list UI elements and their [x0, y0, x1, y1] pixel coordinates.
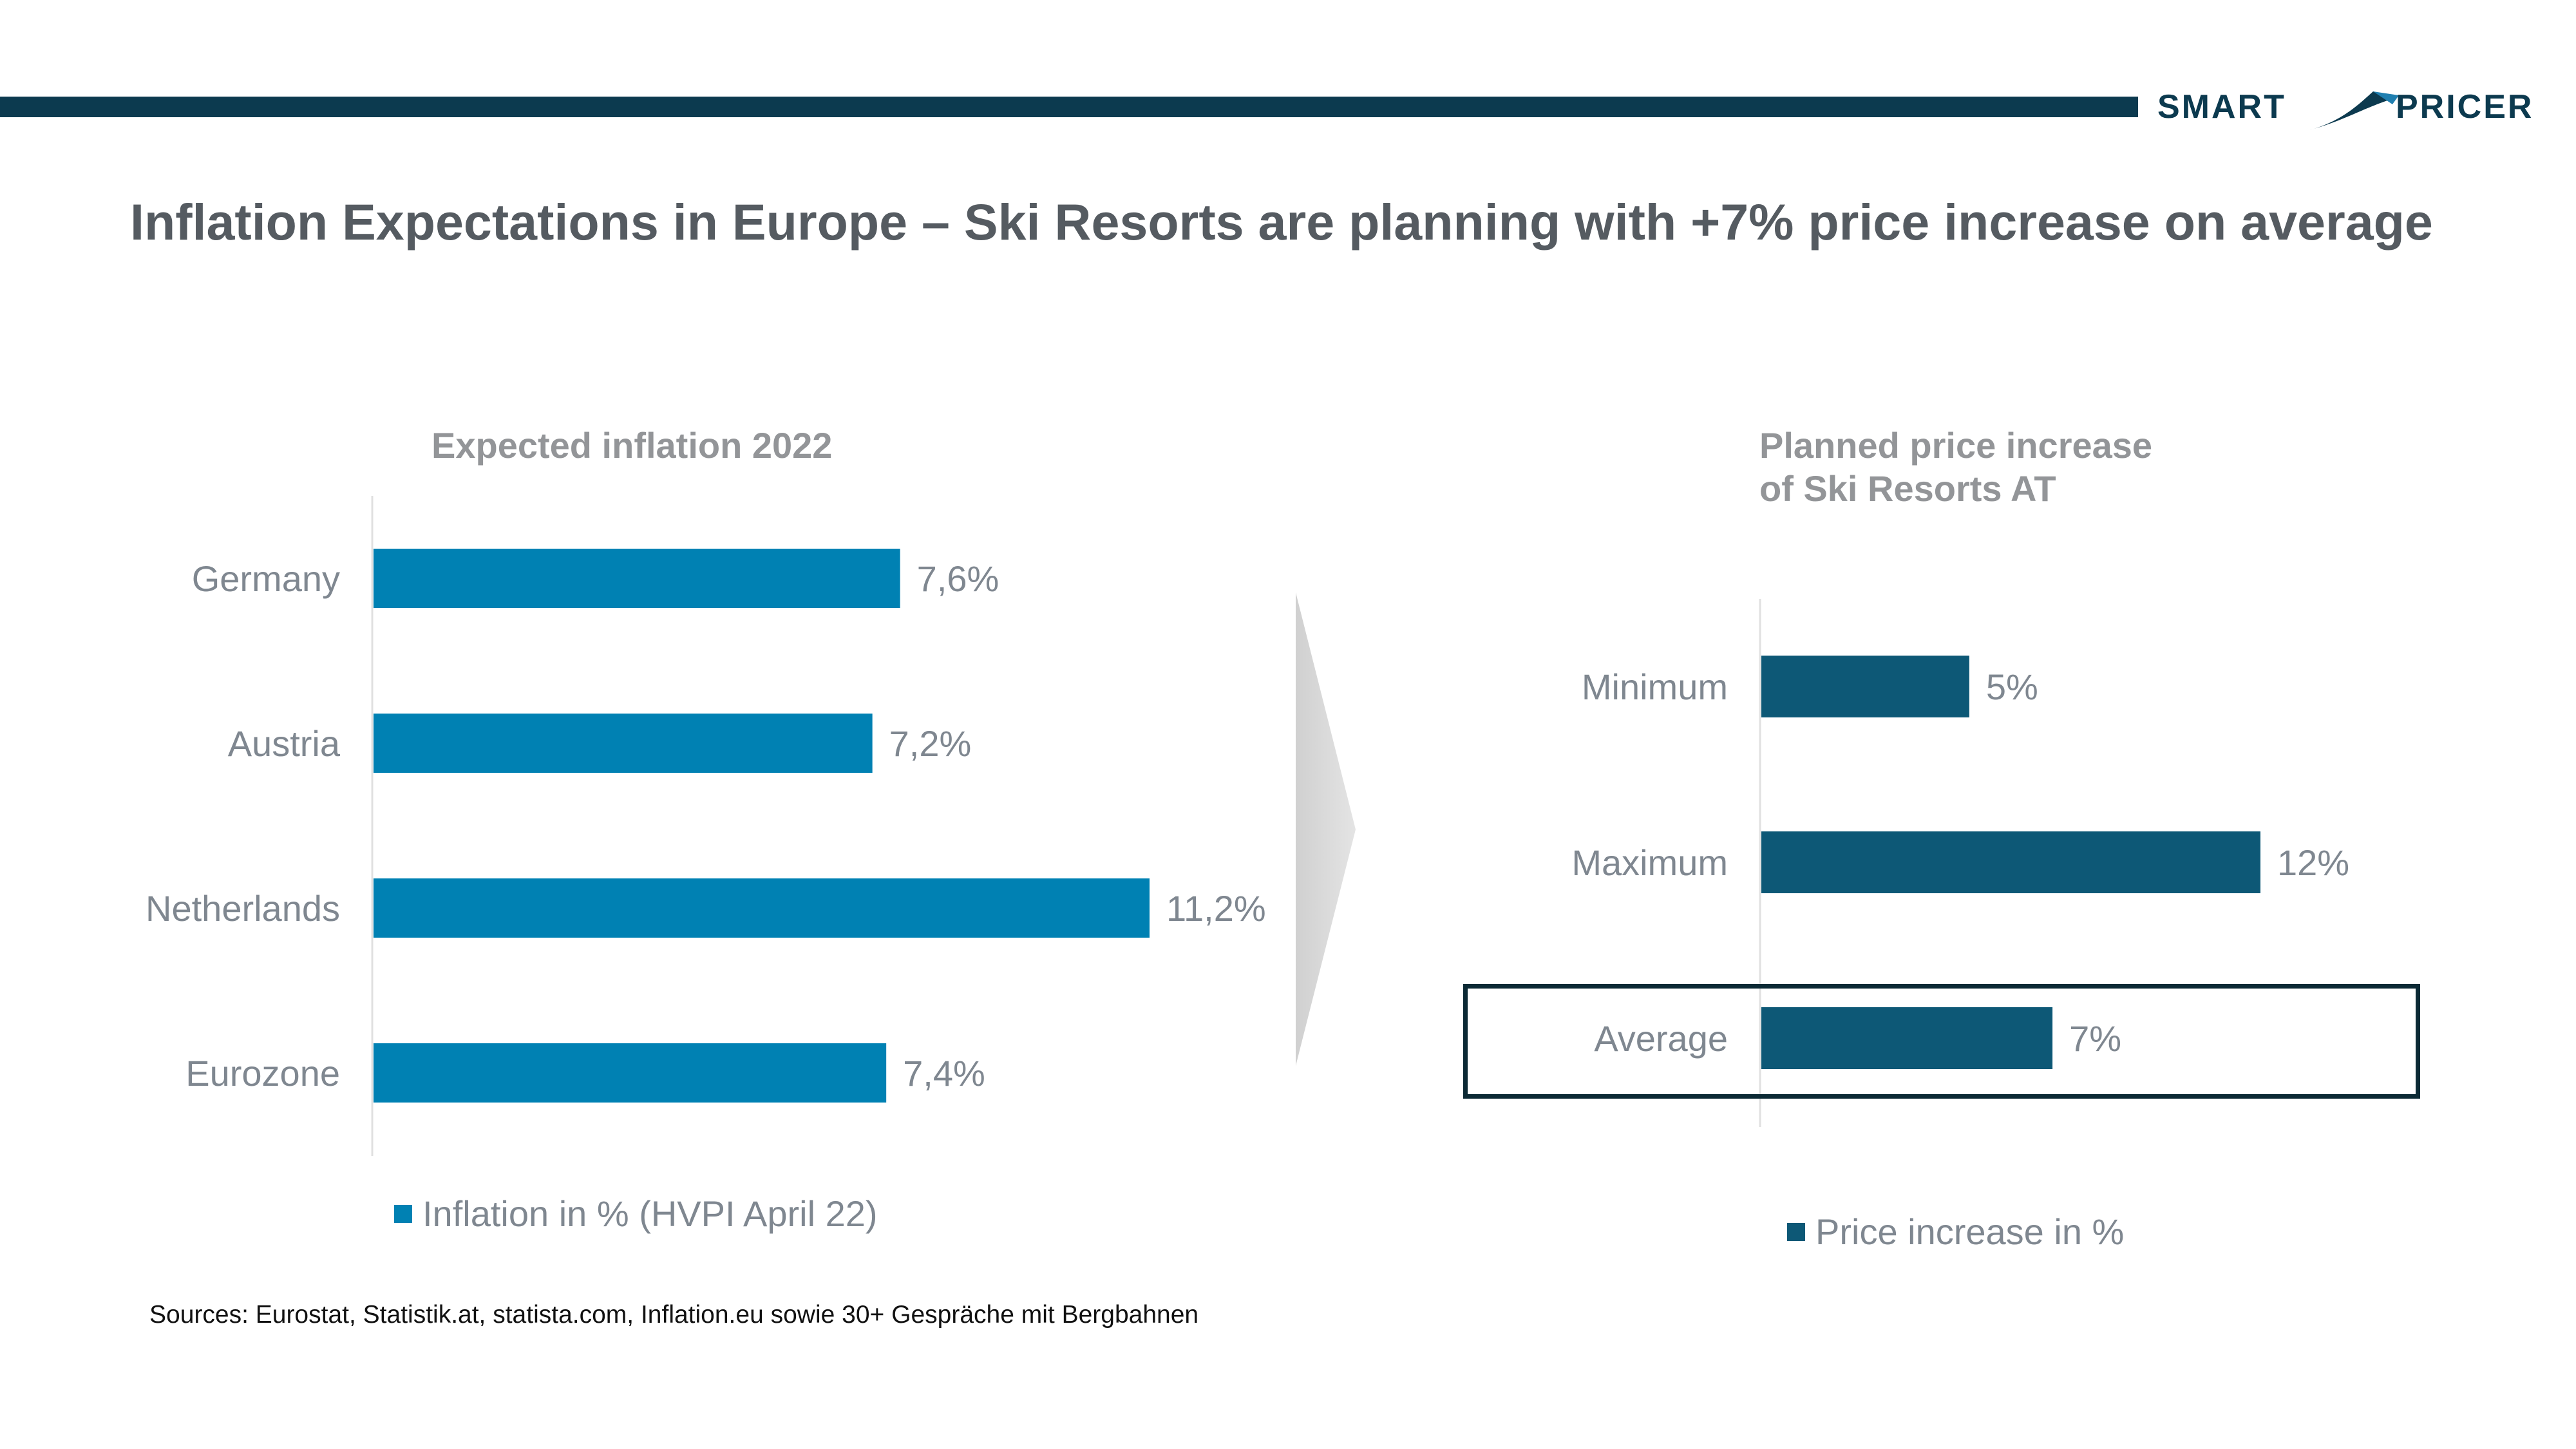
c2-category-minimum: Minimum [1582, 667, 1728, 707]
chart2-title-line-1: Planned price increase [1759, 425, 2153, 466]
c1-category-netherlands: Netherlands [146, 888, 340, 929]
chart1-bars [374, 549, 1150, 1103]
average-highlight-box [1463, 984, 2420, 1099]
chart2-title: Planned price increase of Ski Resorts AT [1759, 424, 2152, 510]
c1-bar-germany [374, 549, 900, 608]
header-bar [0, 97, 2138, 117]
swoosh-icon [2309, 91, 2399, 130]
c2-bar-maximum [1761, 831, 2260, 893]
c2-category-maximum: Maximum [1571, 842, 1728, 883]
chart2-title-line-2: of Ski Resorts AT [1759, 468, 2056, 509]
c1-category-austria: Austria [228, 723, 341, 764]
chart1-title: Expected inflation 2022 [431, 425, 833, 466]
c1-value-germany: 7,6% [917, 558, 999, 599]
c1-value-austria: 7,2% [889, 723, 972, 764]
c2-value-minimum: 5% [1986, 667, 2038, 707]
chart2-data-labels: 5% 12% 7% [1986, 667, 2349, 1059]
c1-value-netherlands: 11,2% [1166, 888, 1266, 929]
c2-value-average: 7% [2069, 1018, 2121, 1059]
chart1-category-labels: Germany Austria Netherlands Eurozone [146, 558, 341, 1094]
c1-bar-netherlands [374, 878, 1150, 938]
c1-bar-austria [374, 714, 873, 773]
c1-value-eurozone: 7,4% [903, 1053, 985, 1094]
c1-category-germany: Germany [192, 558, 340, 599]
c2-category-average: Average [1594, 1018, 1728, 1059]
chart2-legend-swatch [1787, 1222, 1805, 1241]
logo-text-smart: SMART [2157, 88, 2286, 126]
source-note: Sources: Eurostat, Statistik.at, statist… [149, 1301, 1199, 1329]
c2-value-maximum: 12% [2277, 842, 2349, 883]
smart-pricer-logo: SMART PRICER [2151, 77, 2563, 142]
logo-text-pricer: PRICER [2396, 88, 2534, 126]
c2-bar-average [1761, 1007, 2053, 1069]
chart1-legend-swatch [394, 1204, 412, 1223]
chart2-legend: Price increase in % [1787, 1211, 2124, 1253]
chart1-data-labels: 7,6% 7,2% 11,2% 7,4% [889, 558, 1266, 1094]
chart2-category-labels: Minimum Maximum Average [1571, 667, 1728, 1059]
chart2-bars [1761, 656, 2260, 1069]
chart2-legend-label: Price increase in % [1815, 1211, 2125, 1252]
chart1-legend: Inflation in % (HVPI April 22) [394, 1193, 878, 1235]
c1-bar-eurozone [374, 1043, 887, 1103]
page-title: Inflation Expectations in Europe – Ski R… [130, 193, 2433, 251]
chart1-legend-label: Inflation in % (HVPI April 22) [422, 1193, 878, 1234]
c2-bar-minimum [1761, 656, 1969, 717]
c1-category-eurozone: Eurozone [185, 1053, 340, 1094]
